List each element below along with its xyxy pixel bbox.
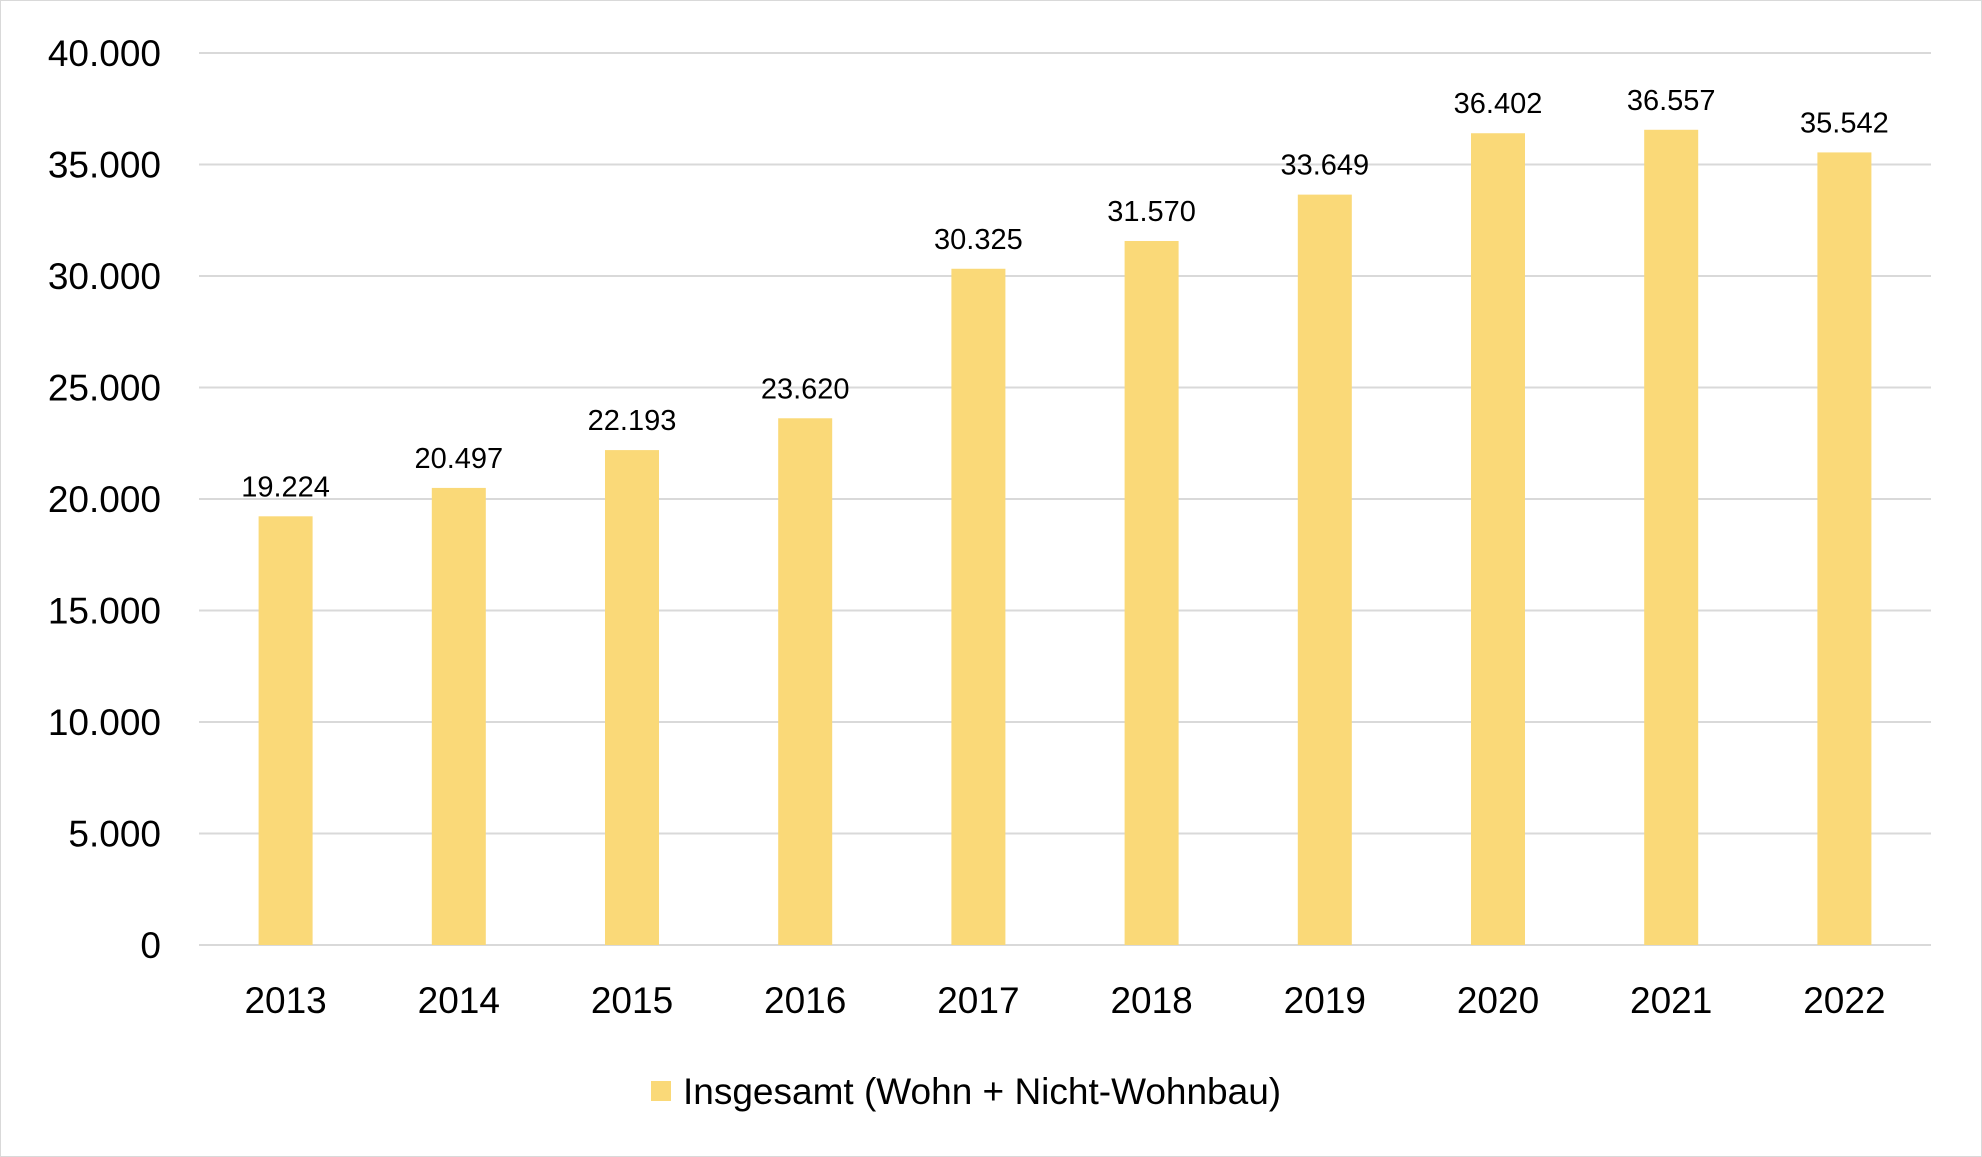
x-tick-label: 2014 (418, 980, 500, 1021)
y-tick-label: 25.000 (48, 368, 161, 409)
x-tick-label: 2017 (937, 980, 1019, 1021)
y-tick-label: 0 (140, 925, 161, 966)
gridlines (199, 52, 1931, 946)
y-tick-label: 5.000 (68, 814, 161, 855)
bar (258, 516, 313, 945)
bar (778, 418, 833, 945)
data-label: 23.620 (761, 373, 850, 405)
bar (1124, 240, 1179, 945)
data-label: 20.497 (414, 443, 503, 475)
data-label: 30.325 (934, 224, 1023, 256)
bars (258, 129, 1872, 946)
x-tick-label: 2022 (1803, 980, 1885, 1021)
bar (1644, 129, 1699, 945)
x-tick-label: 2019 (1284, 980, 1366, 1021)
data-label: 31.570 (1107, 196, 1196, 228)
data-label: 35.542 (1800, 107, 1889, 139)
bar (1297, 194, 1352, 945)
bar (951, 268, 1006, 945)
y-tick-label: 35.000 (48, 145, 161, 186)
bar (1817, 152, 1872, 946)
data-labels: 19.224 20.497 22.193 23.620 30.325 31.570 33.6… (241, 85, 1889, 504)
x-tick-label: 2020 (1457, 980, 1539, 1021)
x-tick-label: 2016 (764, 980, 846, 1021)
data-label: 36.402 (1454, 88, 1543, 120)
data-label: 19.224 (241, 471, 330, 503)
legend: Insgesamt (Wohn + Nicht-Wohnbau) (651, 1071, 1281, 1112)
x-tick-label: 2018 (1110, 980, 1192, 1021)
x-tick-label: 2021 (1630, 980, 1712, 1021)
y-tick-label: 20.000 (48, 479, 161, 520)
y-tick-label: 40.000 (48, 33, 161, 74)
y-tick-label: 15.000 (48, 591, 161, 632)
data-label: 22.193 (588, 405, 677, 437)
y-tick-label: 30.000 (48, 256, 161, 297)
bar (605, 450, 659, 945)
y-axis-ticks: 0 5.000 10.000 15.000 20.000 25.000 30.000 35.0… (48, 33, 161, 966)
legend-label: Insgesamt (Wohn + Nicht-Wohnbau) (683, 1071, 1281, 1112)
x-tick-label: 2015 (591, 980, 673, 1021)
bar (431, 487, 486, 945)
legend-swatch (651, 1081, 671, 1101)
data-label: 33.649 (1280, 150, 1369, 182)
x-axis-ticks: 2013 2014 2015 2016 2017 2018 2019 2020 2021 2022 (244, 980, 1885, 1021)
y-tick-label: 10.000 (48, 702, 161, 743)
data-label: 36.557 (1627, 85, 1716, 117)
x-tick-label: 2013 (244, 980, 326, 1021)
bar (1471, 133, 1525, 945)
